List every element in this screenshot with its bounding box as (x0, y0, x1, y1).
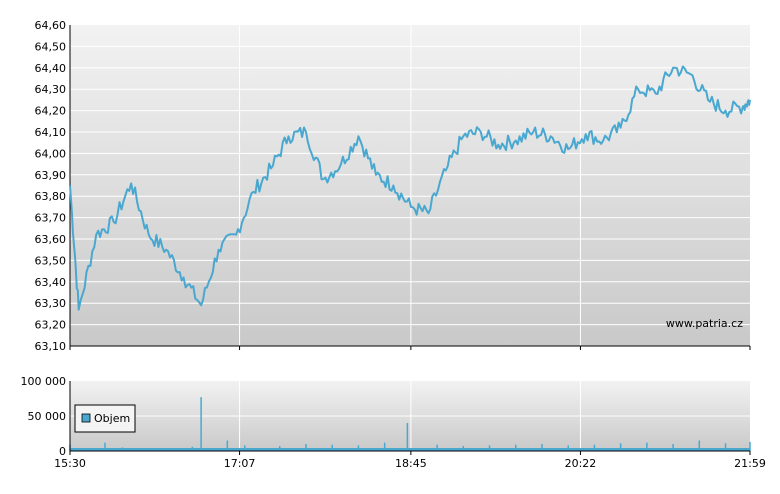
legend-box (74, 404, 136, 433)
legend-label: Objem (94, 412, 130, 425)
price-y-tick-label: 64,00 (35, 147, 67, 160)
volume-bar (104, 442, 106, 451)
volume-plot: 100 000 50 000 015:30 17:07 18:45 20:22 21:59 O… (21, 375, 766, 470)
volume-bar (305, 444, 307, 451)
volume-bar (541, 444, 543, 451)
price-y-tick-label: 64,10 (35, 126, 67, 139)
price-y-tick-label: 64,30 (35, 83, 67, 96)
price-y-tick-label: 63,80 (35, 190, 67, 203)
legend: Objem (74, 404, 136, 433)
volume-bar (672, 444, 674, 451)
price-y-tick-label: 63,90 (35, 169, 67, 182)
volume-bar (646, 442, 648, 451)
price-plot-background (70, 25, 750, 346)
price-y-tick-label: 64,60 (35, 19, 67, 32)
volume-bar (619, 443, 622, 451)
volume-base-band (70, 448, 750, 451)
volume-bar (698, 440, 701, 451)
price-y-tick-label: 64,50 (35, 40, 67, 53)
price-y-tick-label: 63,30 (35, 297, 67, 310)
watermark: www.patria.cz (666, 317, 743, 330)
volume-bar (593, 444, 596, 451)
price-y-tick-label: 63,10 (35, 340, 67, 353)
price-y-tick-label: 63,60 (35, 233, 67, 246)
volume-y-tick-label: 100 000 (21, 375, 67, 388)
volume-y-tick-label: 0 (59, 445, 66, 458)
price-y-tick-label: 63,50 (35, 254, 67, 267)
price-y-tick-label: 63,70 (35, 212, 67, 225)
price-y-tick-label: 63,40 (35, 276, 67, 289)
x-tick-label: 21:59 (734, 457, 766, 470)
x-tick-label: 15:30 (54, 457, 86, 470)
price-plot: 64,60 64,50 64,40 64,30 64,20 64,10 64,00 63,90… (35, 19, 751, 353)
volume-bar (226, 440, 229, 451)
legend-swatch (81, 413, 91, 423)
x-tick-label: 18:45 (395, 457, 427, 470)
price-y-tick-label: 64,40 (35, 62, 67, 75)
volume-bar (331, 444, 333, 451)
price-y-tick-label: 63,20 (35, 319, 67, 332)
x-tick-label: 20:22 (565, 457, 597, 470)
volume-bar (436, 444, 438, 451)
volume-bar (383, 442, 386, 451)
volume-bar (749, 441, 751, 451)
volume-bar (515, 444, 517, 451)
volume-y-tick-label: 50 000 (28, 410, 67, 423)
volume-bar (200, 397, 202, 451)
volume-bar (406, 423, 409, 451)
price-line (69, 65, 751, 311)
x-tick-label: 17:07 (224, 457, 256, 470)
volume-bar (724, 443, 727, 451)
price-y-tick-label: 64,20 (35, 105, 67, 118)
